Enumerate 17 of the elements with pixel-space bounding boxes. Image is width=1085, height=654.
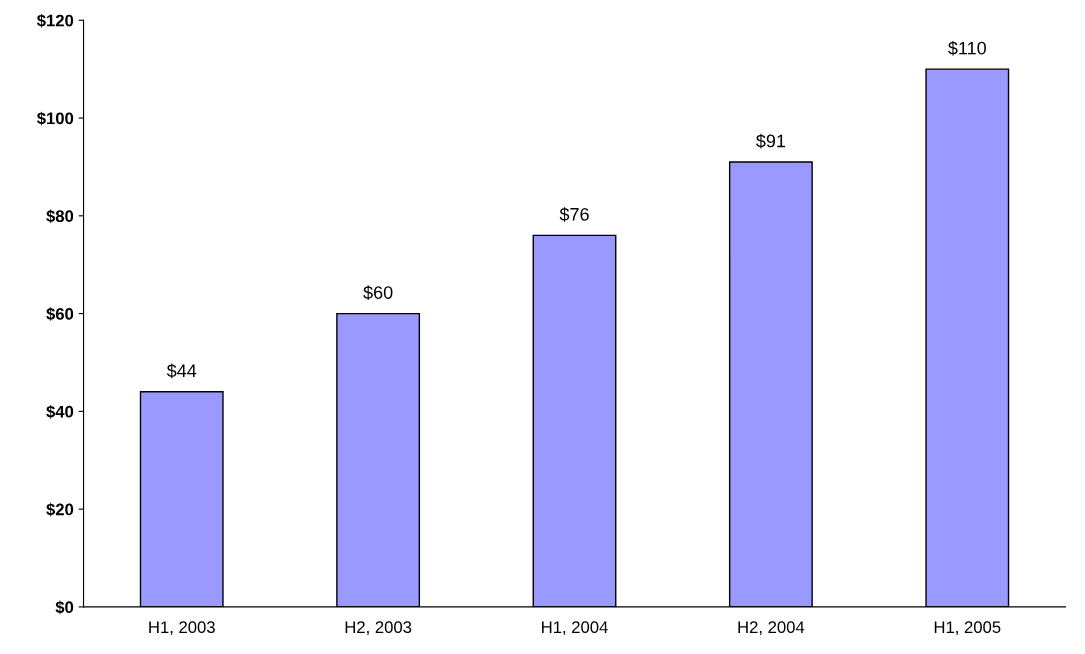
data-label: $91 <box>756 133 786 149</box>
x-tick-label: H1, 2003 <box>149 621 215 636</box>
y-tick-label: $0 <box>55 600 74 615</box>
x-tick-label: H2, 2003 <box>345 621 412 636</box>
y-tick-label: $80 <box>46 209 74 224</box>
y-tick-label: $20 <box>46 502 74 517</box>
x-tick-label: H1, 2005 <box>934 621 1001 636</box>
data-label: $60 <box>363 285 393 300</box>
x-tick-label: H1, 2004 <box>542 621 608 636</box>
data-label: $110 <box>948 40 986 56</box>
y-tick-label: $100 <box>36 111 74 126</box>
y-tick-label: $120 <box>36 13 74 28</box>
data-label: $76 <box>559 207 589 222</box>
y-tick-label: $40 <box>46 405 74 419</box>
data-label: $44 <box>166 363 197 379</box>
x-tick-label: H2, 2004 <box>738 621 805 636</box>
y-tick-label: $60 <box>46 307 74 321</box>
